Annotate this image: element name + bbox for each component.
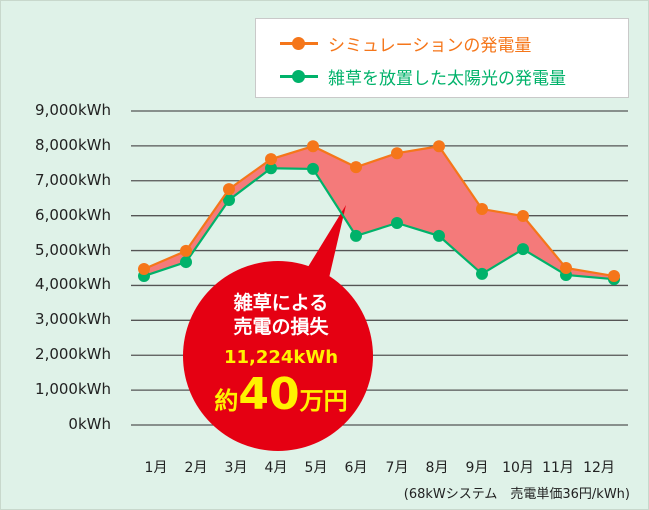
legend: シミュレーションの発電量 雑草を放置した太陽光の発電量 <box>255 18 629 98</box>
y-tick-label: 3,000kWh <box>35 310 111 329</box>
y-tick-label: 2,000kWh <box>35 345 111 364</box>
data-point <box>350 229 362 242</box>
y-tick-label: 9,000kWh <box>35 101 111 119</box>
data-point <box>350 161 362 174</box>
annotation-prefix: 約 <box>214 387 239 415</box>
data-point <box>307 140 319 153</box>
data-point <box>391 216 403 229</box>
x-tick-label: 2月 <box>184 460 208 476</box>
data-point <box>391 147 403 160</box>
data-point <box>138 263 150 276</box>
y-tick-label: 6,000kWh <box>35 205 111 224</box>
annotation-line1: 雑草による <box>233 292 329 314</box>
data-point <box>265 153 277 166</box>
data-point <box>223 193 235 206</box>
x-tick-label: 7月 <box>385 460 409 476</box>
x-tick-label: 9月 <box>465 460 489 476</box>
y-tick-label: 4,000kWh <box>35 275 111 294</box>
data-point <box>433 229 445 242</box>
legend-label: 雑草を放置した太陽光の発電量 <box>328 69 566 89</box>
x-tick-label: 11月 <box>542 460 574 476</box>
x-tick-label: 6月 <box>344 460 368 476</box>
loss-area <box>144 146 614 280</box>
data-point <box>433 140 445 153</box>
data-point <box>307 162 319 175</box>
data-point <box>180 244 192 257</box>
x-tick-label: 4月 <box>264 460 288 476</box>
data-point <box>608 270 620 283</box>
annotation-amount: 11,224kWh <box>223 347 339 368</box>
x-tick-label: 12月 <box>583 460 615 476</box>
legend-item-simulation: シミュレーションの発電量 <box>280 31 531 56</box>
x-tick-label: 5月 <box>304 460 328 476</box>
x-tick-label: 10月 <box>502 460 534 476</box>
data-point <box>560 262 572 274</box>
data-point <box>517 243 529 256</box>
legend-marker-icon <box>280 37 318 50</box>
footnote: (68kWシステム 売電単価36円/kWh) <box>403 487 630 502</box>
annotation-big: 40 <box>238 369 300 420</box>
x-tick-label: 8月 <box>425 460 449 476</box>
annotation-bubble <box>183 261 373 451</box>
data-point <box>517 210 529 223</box>
y-tick-label: 0kWh <box>68 415 111 433</box>
legend-item-weeds: 雑草を放置した太陽光の発電量 <box>280 64 566 89</box>
y-tick-label: 1,000kWh <box>35 380 111 399</box>
data-point <box>476 203 488 216</box>
annotation-line2: 売電の損失 <box>233 316 329 338</box>
legend-label: シミュレーションの発電量 <box>328 36 532 56</box>
y-tick-label: 7,000kWh <box>35 170 111 189</box>
annotation-title: 雑草による 売電の損失 <box>181 291 381 339</box>
annotation-suffix: 万円 <box>299 387 348 415</box>
annotation-yen: 約40万円 <box>181 373 381 417</box>
series-line <box>143 145 615 278</box>
y-tick-label: 5,000kWh <box>35 240 111 259</box>
data-point <box>476 267 488 280</box>
series-line <box>143 167 615 281</box>
data-point <box>180 256 192 269</box>
data-point <box>265 162 277 175</box>
x-tick-label: 1月 <box>144 460 168 476</box>
legend-marker-icon <box>280 70 318 83</box>
x-tick-label: 3月 <box>224 460 248 476</box>
data-point <box>223 183 235 196</box>
y-tick-label: 8,000kWh <box>35 135 111 154</box>
